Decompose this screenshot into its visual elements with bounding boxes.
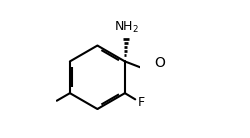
Text: F: F [137,96,144,109]
Text: O: O [154,56,165,70]
Text: NH$_2$: NH$_2$ [114,20,139,35]
